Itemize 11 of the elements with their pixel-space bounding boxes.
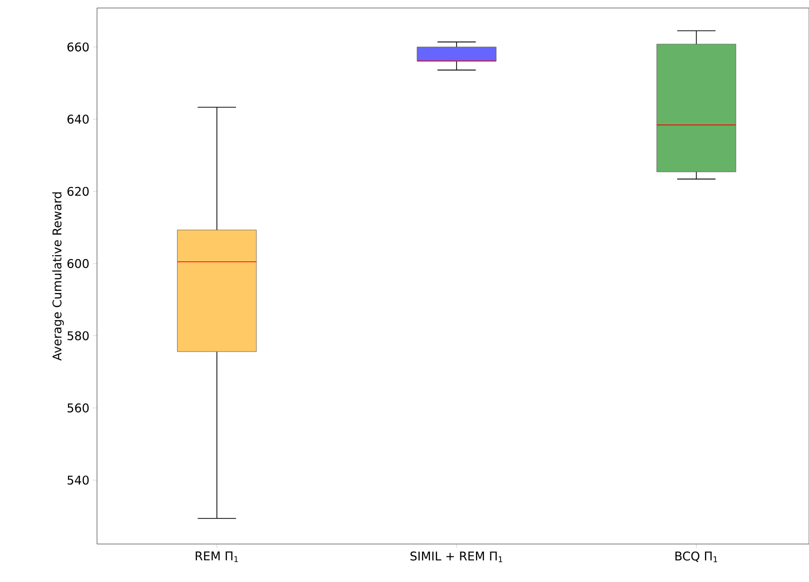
y-tick-label: 660 (67, 42, 89, 52)
y-tick-label: 580 (68, 331, 89, 340)
y-tick-label: 540 (68, 476, 89, 485)
y-tick-label: 620 (67, 186, 89, 196)
y-tick-label: 560 (68, 403, 89, 412)
x-tick-label: SIMIL + REM Π$_{1}$ (410, 552, 502, 562)
x-tick-label: BCQ Π$_{1}$ (675, 552, 718, 562)
y-axis-title: Average Cumulative Reward (52, 192, 64, 361)
x-tick-label: REM Π$_{1}$ (196, 552, 238, 562)
y-tick-label: 640 (67, 114, 89, 124)
y-tick-label: 600 (67, 259, 89, 268)
